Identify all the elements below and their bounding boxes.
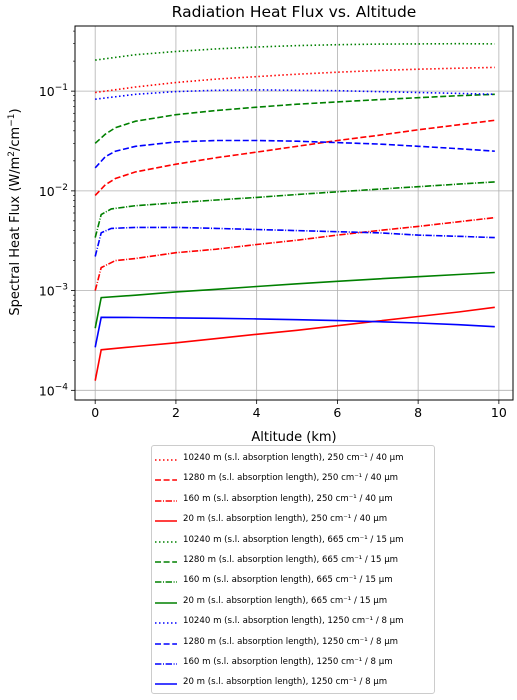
legend-swatch (155, 581, 177, 584)
y-tick-label: 10−4 (39, 382, 68, 398)
legend-label: 20 m (s.l. absorption length), 250 cm⁻¹ … (183, 514, 388, 525)
y-tick-label: 10−1 (39, 83, 68, 99)
legend-entry: 10240 m (s.l. absorption length), 1250 c… (152, 613, 436, 633)
y-axis-label: Spectral Heat Flux (W/m2/cm−1) (7, 108, 23, 315)
x-tick-label: 4 (253, 405, 261, 420)
series-line (94, 93, 495, 144)
grid (75, 26, 513, 400)
legend-swatch (155, 520, 177, 522)
legend-entry: 1280 m (s.l. absorption length), 250 cm⁻… (152, 470, 436, 490)
legend-label: 1280 m (s.l. absorption length), 665 cm⁻… (183, 555, 399, 565)
legend-entry: 20 m (s.l. absorption length), 665 cm⁻¹ … (152, 593, 436, 613)
legend-entry: 10240 m (s.l. absorption length), 665 cm… (152, 532, 436, 552)
legend-swatch (155, 540, 177, 543)
legend-entry: 10240 m (s.l. absorption length), 250 cm… (152, 450, 436, 470)
chart-title: Radiation Heat Flux vs. Altitude (172, 3, 417, 21)
legend-swatch (155, 499, 177, 502)
series-line (95, 42, 495, 61)
series-line (94, 181, 495, 238)
legend-swatch (155, 561, 177, 563)
legend-label: 10240 m (s.l. absorption length), 1250 c… (183, 616, 404, 627)
legend-swatch (155, 642, 177, 645)
x-axis-label: Altitude (km) (251, 430, 336, 445)
series-line (94, 119, 495, 196)
series-line (95, 89, 495, 100)
series-line (94, 226, 495, 257)
legend-swatch (155, 683, 177, 686)
legend-label: 160 m (s.l. absorption length), 250 cm⁻¹… (183, 493, 393, 504)
legend-label: 10240 m (s.l. absorption length), 250 cm… (183, 453, 404, 463)
series-line (95, 66, 495, 94)
series-layer (94, 42, 495, 381)
x-tick-label: 6 (333, 405, 341, 420)
x-axis-ticks: 0 2 4 6 8 10 (91, 400, 507, 420)
x-tick-label: 2 (172, 405, 180, 420)
legend-entry: 160 m (s.l. absorption length), 665 cm⁻¹… (152, 572, 436, 592)
plot-frame (74, 25, 514, 401)
series-line (94, 216, 495, 291)
legend-swatch (155, 663, 177, 665)
legend-swatch (155, 622, 177, 624)
legend-entry: 1280 m (s.l. absorption length), 1250 cm… (152, 634, 436, 654)
legend-swatch (155, 601, 177, 604)
y-axis-ticks: 10−4 10−3 10−2 10−1 (39, 30, 75, 398)
legend-label: 160 m (s.l. absorption length), 665 cm⁻¹… (183, 575, 393, 586)
series-line (94, 316, 495, 348)
series-line (94, 139, 495, 169)
legend-entry: 1280 m (s.l. absorption length), 665 cm⁻… (152, 552, 436, 572)
legend-swatch (155, 479, 177, 482)
legend: 10240 m (s.l. absorption length), 250 cm… (151, 445, 435, 694)
legend-entry: 160 m (s.l. absorption length), 250 cm⁻¹… (152, 491, 436, 511)
legend-entry: 160 m (s.l. absorption length), 1250 cm⁻… (152, 654, 436, 674)
x-tick-label: 10 (491, 405, 507, 420)
series-line (94, 306, 495, 381)
legend-label: 1280 m (s.l. absorption length), 250 cm⁻… (183, 473, 399, 484)
legend-label: 10240 m (s.l. absorption length), 665 cm… (183, 534, 404, 545)
legend-label: 20 m (s.l. absorption length), 1250 cm⁻¹… (183, 677, 388, 688)
y-tick-label: 10−3 (39, 283, 68, 299)
legend-label: 1280 m (s.l. absorption length), 1250 cm… (183, 636, 399, 647)
legend-entry: 20 m (s.l. absorption length), 1250 cm⁻¹… (152, 674, 436, 694)
y-tick-label: 10−2 (39, 183, 68, 199)
legend-entry: 20 m (s.l. absorption length), 250 cm⁻¹ … (152, 511, 436, 531)
legend-label: 160 m (s.l. absorption length), 1250 cm⁻… (183, 657, 393, 667)
legend-label: 20 m (s.l. absorption length), 665 cm⁻¹ … (183, 595, 388, 606)
legend-swatch (155, 459, 177, 461)
x-tick-label: 8 (414, 405, 422, 420)
series-line (94, 271, 495, 329)
x-tick-label: 0 (91, 405, 99, 420)
